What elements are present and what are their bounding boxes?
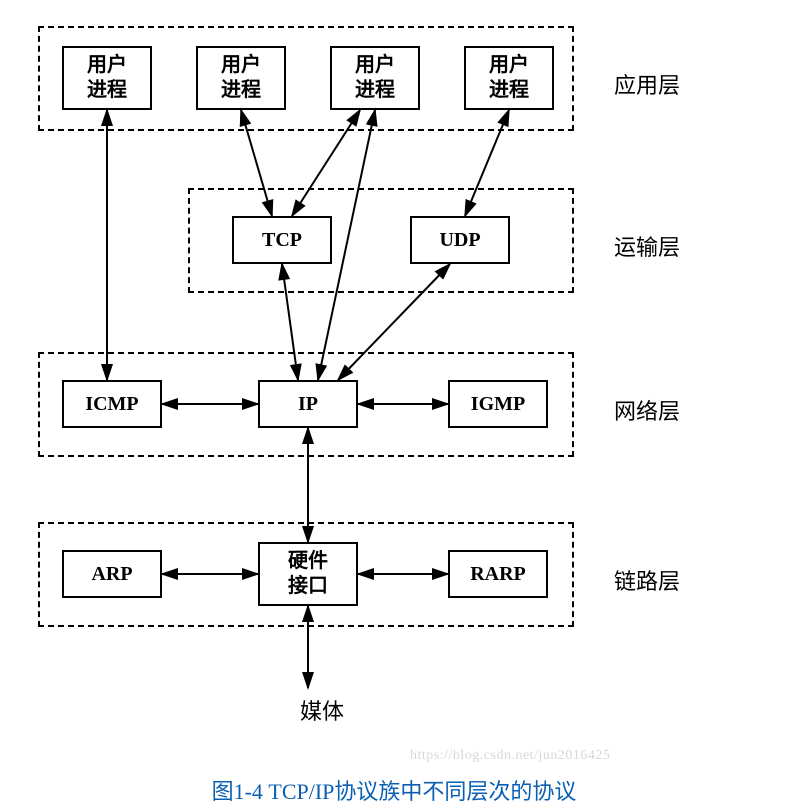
- media-label: 媒体: [282, 694, 362, 726]
- figure-caption: 图1-4 TCP/IP协议族中不同层次的协议: [0, 774, 788, 806]
- node-ip: IP: [258, 380, 358, 428]
- node-u4: 用户 进程: [464, 46, 554, 110]
- node-hw: 硬件 接口: [258, 542, 358, 606]
- node-rarp: RARP: [448, 550, 548, 598]
- node-u3: 用户 进程: [330, 46, 420, 110]
- layer-label-link: 链路层: [614, 564, 680, 596]
- node-u2: 用户 进程: [196, 46, 286, 110]
- node-tcp: TCP: [232, 216, 332, 264]
- node-arp: ARP: [62, 550, 162, 598]
- layer-label-trans: 运输层: [614, 230, 680, 262]
- layer-label-net: 网络层: [614, 394, 680, 426]
- node-u1: 用户 进程: [62, 46, 152, 110]
- node-udp: UDP: [410, 216, 510, 264]
- layer-label-app: 应用层: [614, 68, 680, 100]
- node-icmp: ICMP: [62, 380, 162, 428]
- tcpip-layers-diagram: 应用层运输层网络层链路层用户 进程用户 进程用户 进程用户 进程TCPUDPIC…: [0, 0, 788, 810]
- watermark-text: https://blog.csdn.net/jun2016425: [410, 748, 610, 764]
- node-igmp: IGMP: [448, 380, 548, 428]
